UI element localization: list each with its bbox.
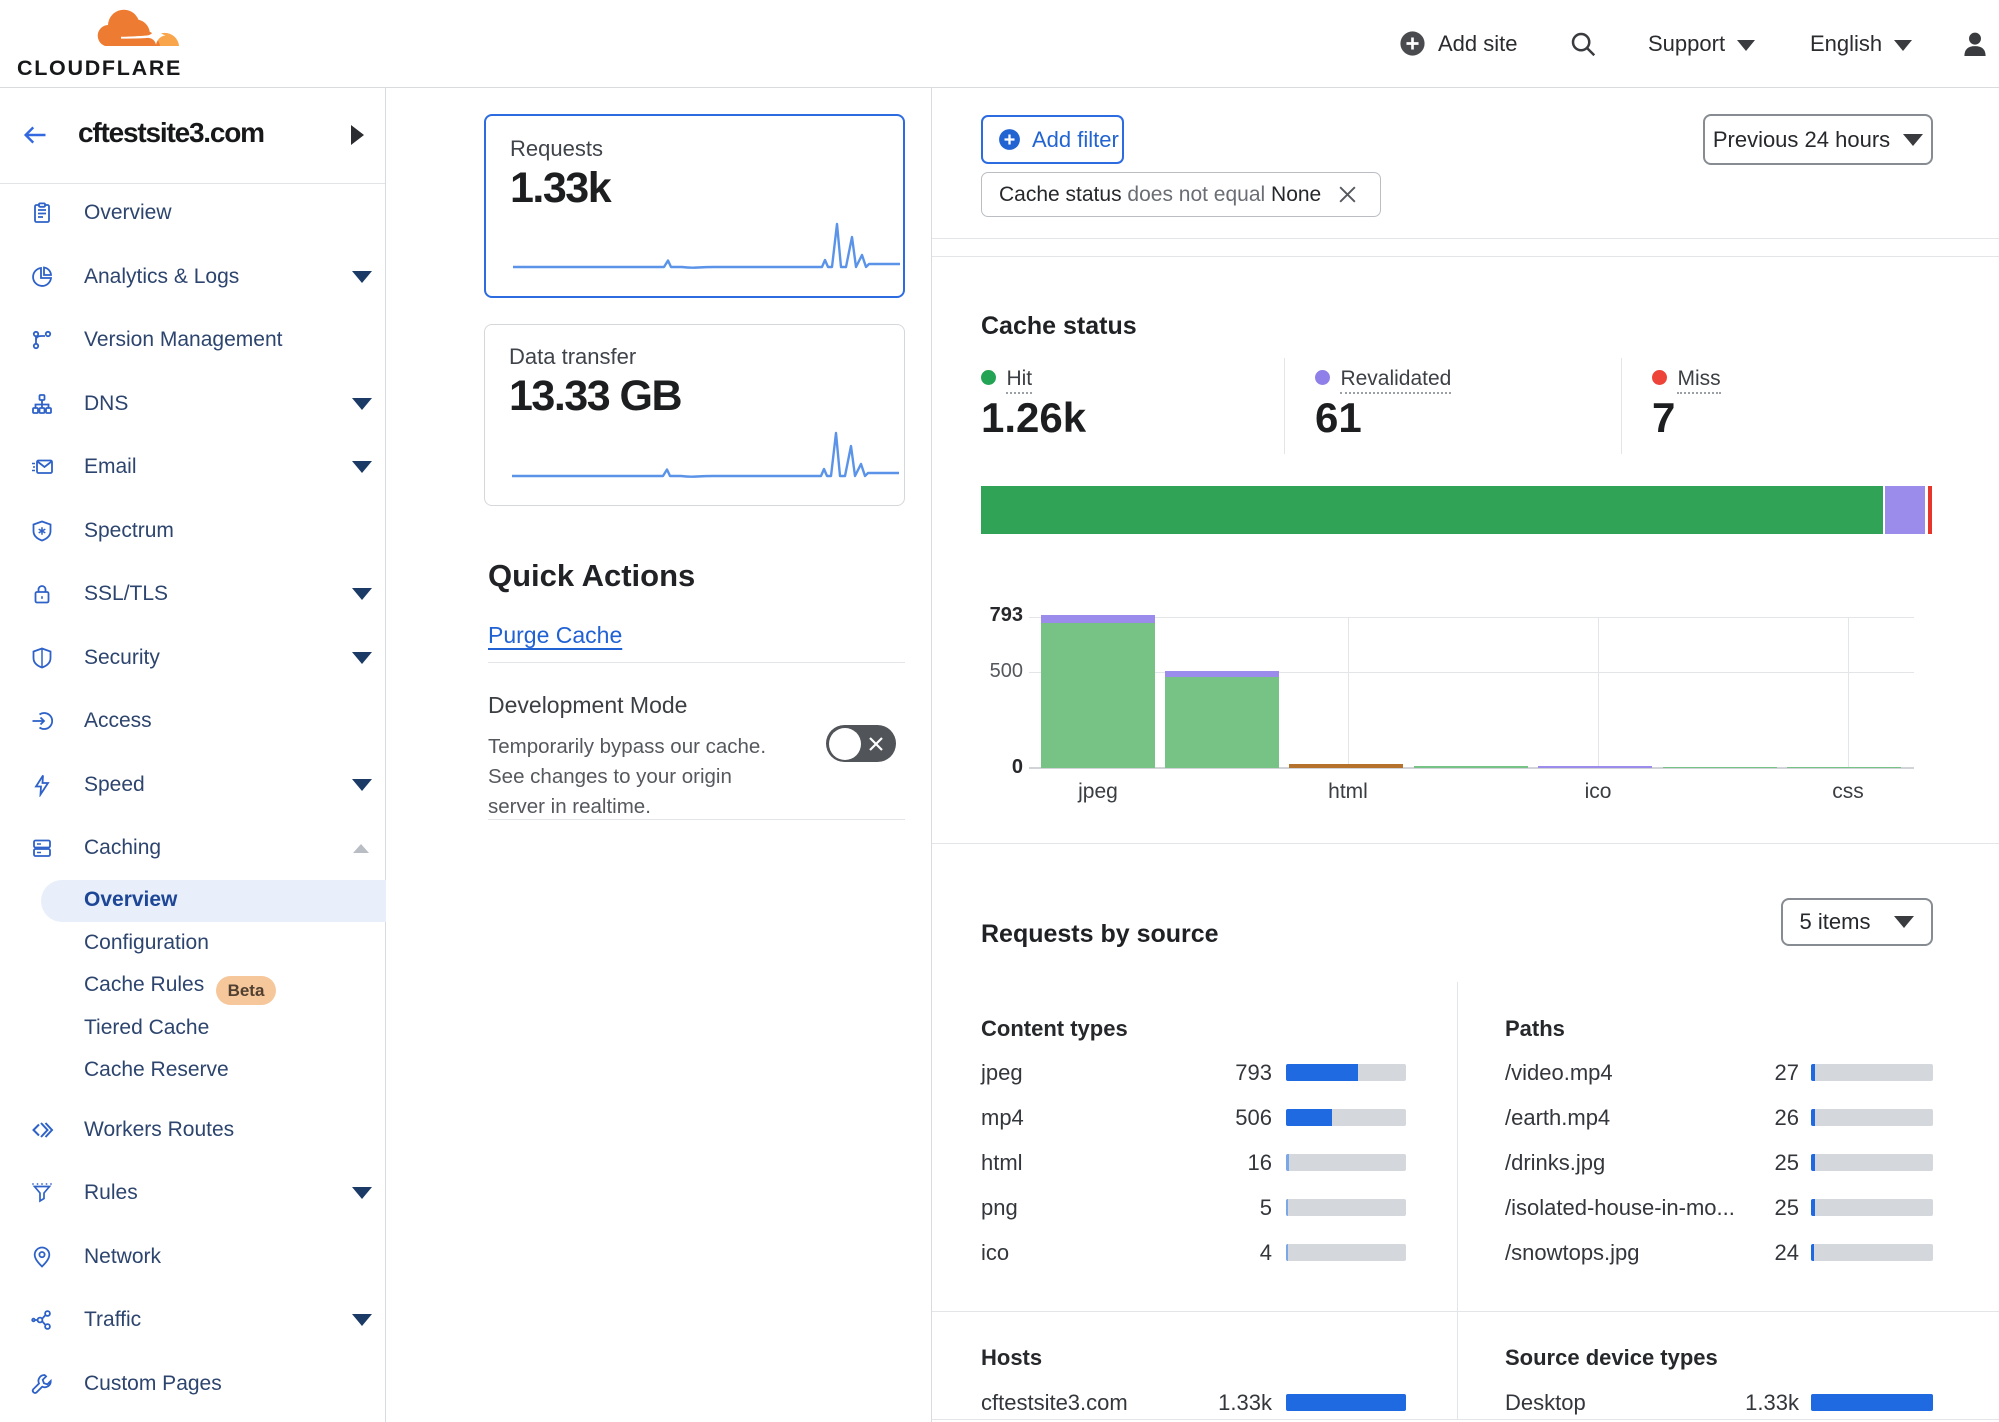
svg-text:CLOUDFLARE: CLOUDFLARE bbox=[17, 56, 182, 80]
